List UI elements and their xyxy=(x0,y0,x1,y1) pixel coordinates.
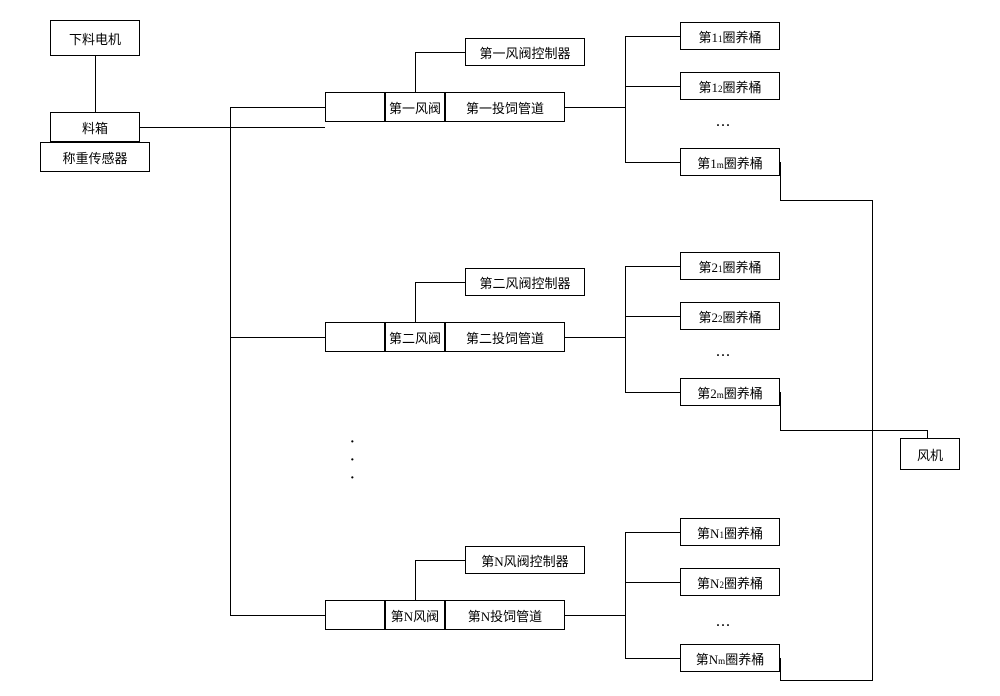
node-g2_b2: 第22圈养桶 xyxy=(680,302,780,330)
vline-6 xyxy=(625,266,626,392)
node-g2_valve: 第二风阀 xyxy=(385,322,445,352)
hline-9 xyxy=(625,86,680,87)
node-gN_bm: 第Nm圈养桶 xyxy=(680,644,780,672)
hline-0 xyxy=(140,127,325,128)
hline-4 xyxy=(415,52,465,53)
hline-20 xyxy=(780,430,928,431)
node-g1_valve: 第一风阀 xyxy=(385,92,445,122)
node-g2_blank xyxy=(325,322,385,352)
node-g2_ctrl: 第二风阀控制器 xyxy=(465,268,585,296)
node-g2_pipe: 第二投饲管道 xyxy=(445,322,565,352)
hline-8 xyxy=(625,36,680,37)
vline-1 xyxy=(230,107,231,615)
node-g1_bm: 第1m圈养桶 xyxy=(680,148,780,176)
vline-12 xyxy=(927,430,928,438)
group-ellipsis: ··· xyxy=(350,440,355,482)
vline-9 xyxy=(780,392,781,430)
node-gN_ctrl: 第N风阀控制器 xyxy=(465,546,585,574)
vline-7 xyxy=(625,532,626,658)
hline-13 xyxy=(625,316,680,317)
node-fan: 风机 xyxy=(900,438,960,470)
hline-18 xyxy=(625,658,680,659)
hline-12 xyxy=(625,266,680,267)
vline-5 xyxy=(625,36,626,162)
hline-19 xyxy=(780,200,873,201)
node-gN_valve: 第N风阀 xyxy=(385,600,445,630)
hline-16 xyxy=(625,532,680,533)
node-g1_blank xyxy=(325,92,385,122)
node-gN_b2: 第N2圈养桶 xyxy=(680,568,780,596)
node-gN_b1: 第N1圈养桶 xyxy=(680,518,780,546)
hline-7 xyxy=(565,107,625,108)
node-g2_bm: 第2m圈养桶 xyxy=(680,378,780,406)
vline-3 xyxy=(415,282,416,322)
node-motor: 下料电机 xyxy=(50,20,140,56)
node-g1_b1: 第11圈养桶 xyxy=(680,22,780,50)
hline-5 xyxy=(415,282,465,283)
bucket-ellipsis-1: ··· xyxy=(716,348,731,363)
hline-2 xyxy=(230,337,325,338)
vline-10 xyxy=(780,658,781,680)
node-g2_b1: 第21圈养桶 xyxy=(680,252,780,280)
bucket-ellipsis-0: ··· xyxy=(716,118,731,133)
node-gN_pipe: 第N投饲管道 xyxy=(445,600,565,630)
bucket-ellipsis-2: ··· xyxy=(716,618,731,633)
node-gN_blank xyxy=(325,600,385,630)
node-g1_ctrl: 第一风阀控制器 xyxy=(465,38,585,66)
hline-15 xyxy=(565,615,625,616)
vline-0 xyxy=(95,56,96,112)
vline-4 xyxy=(415,560,416,600)
hline-11 xyxy=(565,337,625,338)
hline-10 xyxy=(625,162,680,163)
vline-8 xyxy=(780,162,781,200)
hline-14 xyxy=(625,392,680,393)
hline-17 xyxy=(625,582,680,583)
node-bin: 料箱 xyxy=(50,112,140,142)
hline-1 xyxy=(230,107,325,108)
vline-11 xyxy=(872,200,873,680)
node-g1_b2: 第12圈养桶 xyxy=(680,72,780,100)
hline-3 xyxy=(230,615,325,616)
vline-2 xyxy=(415,52,416,92)
node-g1_pipe: 第一投饲管道 xyxy=(445,92,565,122)
node-loadcell: 称重传感器 xyxy=(40,142,150,172)
hline-21 xyxy=(780,680,873,681)
hline-6 xyxy=(415,560,465,561)
